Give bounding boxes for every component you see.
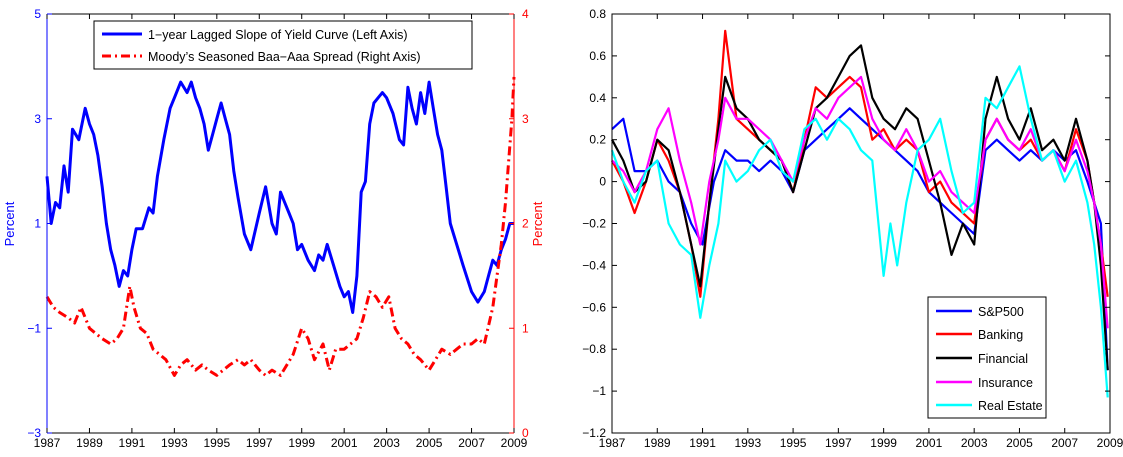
y-tick-label: −1 (592, 384, 606, 398)
series-line-insurance (611, 75, 1109, 329)
left-plot-area (47, 14, 514, 433)
series-line-banking (611, 29, 1109, 298)
x-tick-label: 2001 (916, 436, 943, 450)
x-tick-label: 1991 (689, 436, 716, 450)
series-line-real-estate (610, 65, 1109, 398)
x-tick-label: 1993 (734, 436, 761, 450)
y-tick-label-right: 0 (522, 426, 529, 440)
y-tick-label: 0.6 (589, 49, 606, 63)
right-y-tick-labels: −1.2 −1 −0.8 −0.6 −0.4 −0.2 0 0.2 0.4 0.6 0.8 (582, 7, 1110, 440)
legend-label-yield-slope: 1−year Lagged Slope of Yield Curve (Left… (148, 28, 408, 42)
x-tick-label: 1989 (76, 436, 103, 450)
series-line-baa-aaa-spread (45, 76, 516, 377)
y-tick-label-left: 3 (34, 112, 41, 126)
series-line-yield-slope (45, 80, 514, 314)
y-tick-label: −1.2 (582, 426, 606, 440)
left-y-axis-label: Percent (2, 201, 17, 246)
x-tick-label: 1989 (644, 436, 671, 450)
y-tick-label: 0.2 (589, 133, 606, 147)
y-tick-label-right: 3 (522, 112, 529, 126)
y-tick-label-right: 4 (522, 7, 529, 21)
y-tick-label: 0.8 (589, 7, 606, 21)
legend-label-real-estate: Real Estate (978, 399, 1043, 413)
y-tick-label-left: −3 (27, 426, 41, 440)
series-line-s-p500 (611, 107, 1109, 371)
x-tick-label: 1987 (599, 436, 626, 450)
y-tick-label: −0.8 (582, 342, 606, 356)
x-tick-label: 2003 (373, 436, 400, 450)
y-tick-label: 0.4 (589, 91, 606, 105)
x-tick-label: 2001 (331, 436, 358, 450)
x-tick-label: 2005 (1006, 436, 1033, 450)
x-tick-label: 2009 (1097, 436, 1123, 450)
x-tick-label: 1995 (780, 436, 807, 450)
y-tick-label-left: 1 (34, 217, 41, 231)
x-tick-label: 1999 (870, 436, 897, 450)
x-tick-label: 1999 (288, 436, 315, 450)
x-tick-label: 2009 (501, 436, 528, 450)
right-series-group (610, 29, 1109, 398)
left-legend: 1−year Lagged Slope of Yield Curve (Left… (93, 20, 473, 70)
legend-label-insurance: Insurance (978, 376, 1033, 390)
left-legend-box (93, 20, 473, 70)
x-tick-label: 1995 (203, 436, 230, 450)
series-line-financial (611, 44, 1109, 371)
x-tick-label: 1997 (825, 436, 852, 450)
right-legend: S&P500 Banking Financial Insurance Real … (927, 296, 1047, 419)
legend-label-banking: Banking (978, 328, 1023, 342)
legend-label-baa-aaa: Moody’s Seasoned Baa−Aaa Spread (Right A… (148, 50, 421, 64)
legend-label-sp500: S&P500 (978, 305, 1024, 319)
y-tick-label-left: 5 (34, 7, 41, 21)
right-chart: 1987 1989 1991 1993 1995 1997 1999 2001 2003 2005… (582, 7, 1123, 450)
left-series-group (45, 76, 516, 377)
left-chart: 1987 1989 1991 1993 1995 1997 1999 2001 2003 2005… (2, 7, 545, 450)
x-tick-label: 2007 (1051, 436, 1078, 450)
right-y-axis-label: Percent (530, 201, 545, 246)
x-tick-label: 1987 (34, 436, 61, 450)
left-x-tick-labels: 1987 1989 1991 1993 1995 1997 1999 2001 2003 2005… (34, 14, 528, 450)
y-tick-label: −0.2 (582, 217, 606, 231)
y-tick-label-right: 1 (522, 321, 529, 335)
y-tick-label: −0.4 (582, 258, 606, 272)
x-tick-label: 1991 (119, 436, 146, 450)
x-tick-label: 1993 (161, 436, 188, 450)
x-tick-label: 2007 (458, 436, 485, 450)
y-tick-label: −0.6 (582, 300, 606, 314)
right-x-tick-labels: 1987 1989 1991 1993 1995 1997 1999 2001 2003 2005… (599, 14, 1123, 450)
legend-label-financial: Financial (978, 352, 1028, 366)
left-y-tick-labels: −3 −1 1 3 5 (27, 7, 52, 440)
y-tick-label-left: −1 (27, 321, 41, 335)
x-tick-label: 1997 (246, 436, 273, 450)
y-tick-label-right: 2 (522, 217, 529, 231)
x-tick-label: 2003 (961, 436, 988, 450)
y-tick-label: 0 (599, 175, 606, 189)
x-tick-label: 2005 (416, 436, 443, 450)
right-y-tick-labels: 0 1 2 3 4 (509, 7, 529, 440)
